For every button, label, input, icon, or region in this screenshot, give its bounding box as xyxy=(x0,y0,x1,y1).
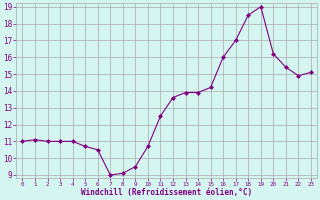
X-axis label: Windchill (Refroidissement éolien,°C): Windchill (Refroidissement éolien,°C) xyxy=(81,188,252,197)
